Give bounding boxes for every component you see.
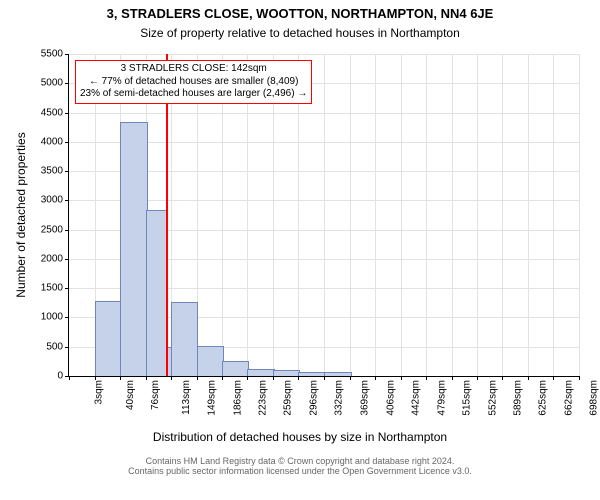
x-tick-mark — [375, 376, 376, 380]
x-tick-label: 442sqm — [410, 380, 421, 416]
y-tick-mark — [65, 347, 69, 348]
histogram-bar — [273, 370, 300, 376]
x-tick-label: 406sqm — [385, 380, 396, 416]
x-tick-mark — [426, 376, 427, 380]
x-tick-label: 662sqm — [564, 380, 575, 416]
grid-line — [502, 54, 503, 376]
x-tick-mark — [452, 376, 453, 380]
x-tick-mark — [197, 376, 198, 380]
histogram-bar — [120, 122, 148, 376]
grid-line — [324, 54, 325, 376]
grid-line — [579, 54, 580, 376]
y-tick-label: 4000 — [41, 136, 63, 147]
histogram-bar — [324, 372, 352, 376]
x-tick-mark — [298, 376, 299, 380]
y-tick-label: 5500 — [41, 49, 63, 60]
x-tick-mark — [324, 376, 325, 380]
annotation-line: 23% of semi-detached houses are larger (… — [80, 88, 307, 101]
y-tick-label: 4500 — [41, 107, 63, 118]
grid-line — [553, 54, 554, 376]
x-tick-mark — [502, 376, 503, 380]
grid-line — [477, 54, 478, 376]
y-tick-mark — [65, 200, 69, 201]
x-tick-label: 552sqm — [487, 380, 498, 416]
x-tick-mark — [171, 376, 172, 380]
x-tick-label: 589sqm — [513, 380, 524, 416]
x-tick-label: 479sqm — [436, 380, 447, 416]
histogram-bar — [95, 301, 122, 376]
histogram-bar — [298, 372, 326, 377]
y-tick-mark — [65, 171, 69, 172]
x-tick-label: 3sqm — [93, 380, 104, 404]
grid-line — [528, 54, 529, 376]
x-tick-label: 76sqm — [150, 380, 161, 410]
y-tick-label: 2500 — [41, 224, 63, 235]
x-tick-label: 186sqm — [232, 380, 243, 416]
x-tick-label: 296sqm — [309, 380, 320, 416]
x-tick-mark — [146, 376, 147, 380]
y-tick-label: 2000 — [41, 253, 63, 264]
footer-text: Contains HM Land Registry data © Crown c… — [0, 456, 600, 476]
x-tick-mark — [579, 376, 580, 380]
annotation-line: 3 STRADLERS CLOSE: 142sqm — [80, 63, 307, 76]
y-tick-mark — [65, 142, 69, 143]
y-axis-label: Number of detached properties — [14, 54, 28, 376]
x-tick-mark — [273, 376, 274, 380]
x-tick-mark — [401, 376, 402, 380]
x-tick-label: 332sqm — [334, 380, 345, 416]
x-tick-mark — [553, 376, 554, 380]
y-tick-mark — [65, 113, 69, 114]
y-tick-label: 500 — [46, 341, 63, 352]
x-tick-label: 259sqm — [283, 380, 294, 416]
x-tick-label: 698sqm — [589, 380, 600, 416]
y-tick-mark — [65, 259, 69, 260]
footer-line-1: Contains HM Land Registry data © Crown c… — [0, 456, 600, 466]
histogram-bar — [171, 302, 199, 376]
y-tick-label: 1500 — [41, 283, 63, 294]
x-tick-label: 515sqm — [461, 380, 472, 416]
x-tick-label: 113sqm — [180, 380, 191, 415]
y-tick-label: 3500 — [41, 166, 63, 177]
histogram-bar — [222, 361, 249, 376]
x-tick-mark — [95, 376, 96, 380]
annotation-box: 3 STRADLERS CLOSE: 142sqm← 77% of detach… — [75, 60, 312, 104]
x-tick-label: 223sqm — [258, 380, 269, 416]
x-tick-label: 149sqm — [206, 380, 217, 416]
y-tick-mark — [65, 288, 69, 289]
footer-line-2: Contains public sector information licen… — [0, 466, 600, 476]
x-tick-mark — [477, 376, 478, 380]
x-tick-label: 625sqm — [538, 380, 549, 416]
x-tick-mark — [69, 376, 70, 380]
y-tick-label: 3000 — [41, 195, 63, 206]
grid-line — [452, 54, 453, 376]
x-axis-label: Distribution of detached houses by size … — [0, 430, 600, 444]
x-tick-mark — [222, 376, 223, 380]
x-tick-mark — [528, 376, 529, 380]
histogram-bar — [197, 346, 225, 376]
y-tick-label: 0 — [57, 371, 63, 382]
x-tick-label: 40sqm — [125, 380, 136, 410]
y-tick-label: 5000 — [41, 78, 63, 89]
grid-line — [401, 54, 402, 376]
x-tick-mark — [247, 376, 248, 380]
grid-line — [350, 54, 351, 376]
y-tick-label: 1000 — [41, 312, 63, 323]
chart-container: { "title1": "3, STRADLERS CLOSE, WOOTTON… — [0, 0, 600, 500]
y-tick-mark — [65, 83, 69, 84]
grid-line — [375, 54, 376, 376]
grid-line — [426, 54, 427, 376]
histogram-bar — [146, 210, 168, 376]
x-tick-label: 369sqm — [360, 380, 371, 416]
y-tick-mark — [65, 317, 69, 318]
y-tick-mark — [65, 230, 69, 231]
annotation-line: ← 77% of detached houses are smaller (8,… — [80, 76, 307, 89]
chart-subtitle: Size of property relative to detached ho… — [0, 26, 600, 40]
plot-area: 0500100015002000250030003500400045005000… — [68, 54, 579, 377]
y-tick-mark — [65, 54, 69, 55]
x-tick-mark — [120, 376, 121, 380]
chart-title: 3, STRADLERS CLOSE, WOOTTON, NORTHAMPTON… — [0, 6, 600, 21]
histogram-bar — [247, 369, 275, 376]
x-tick-mark — [350, 376, 351, 380]
